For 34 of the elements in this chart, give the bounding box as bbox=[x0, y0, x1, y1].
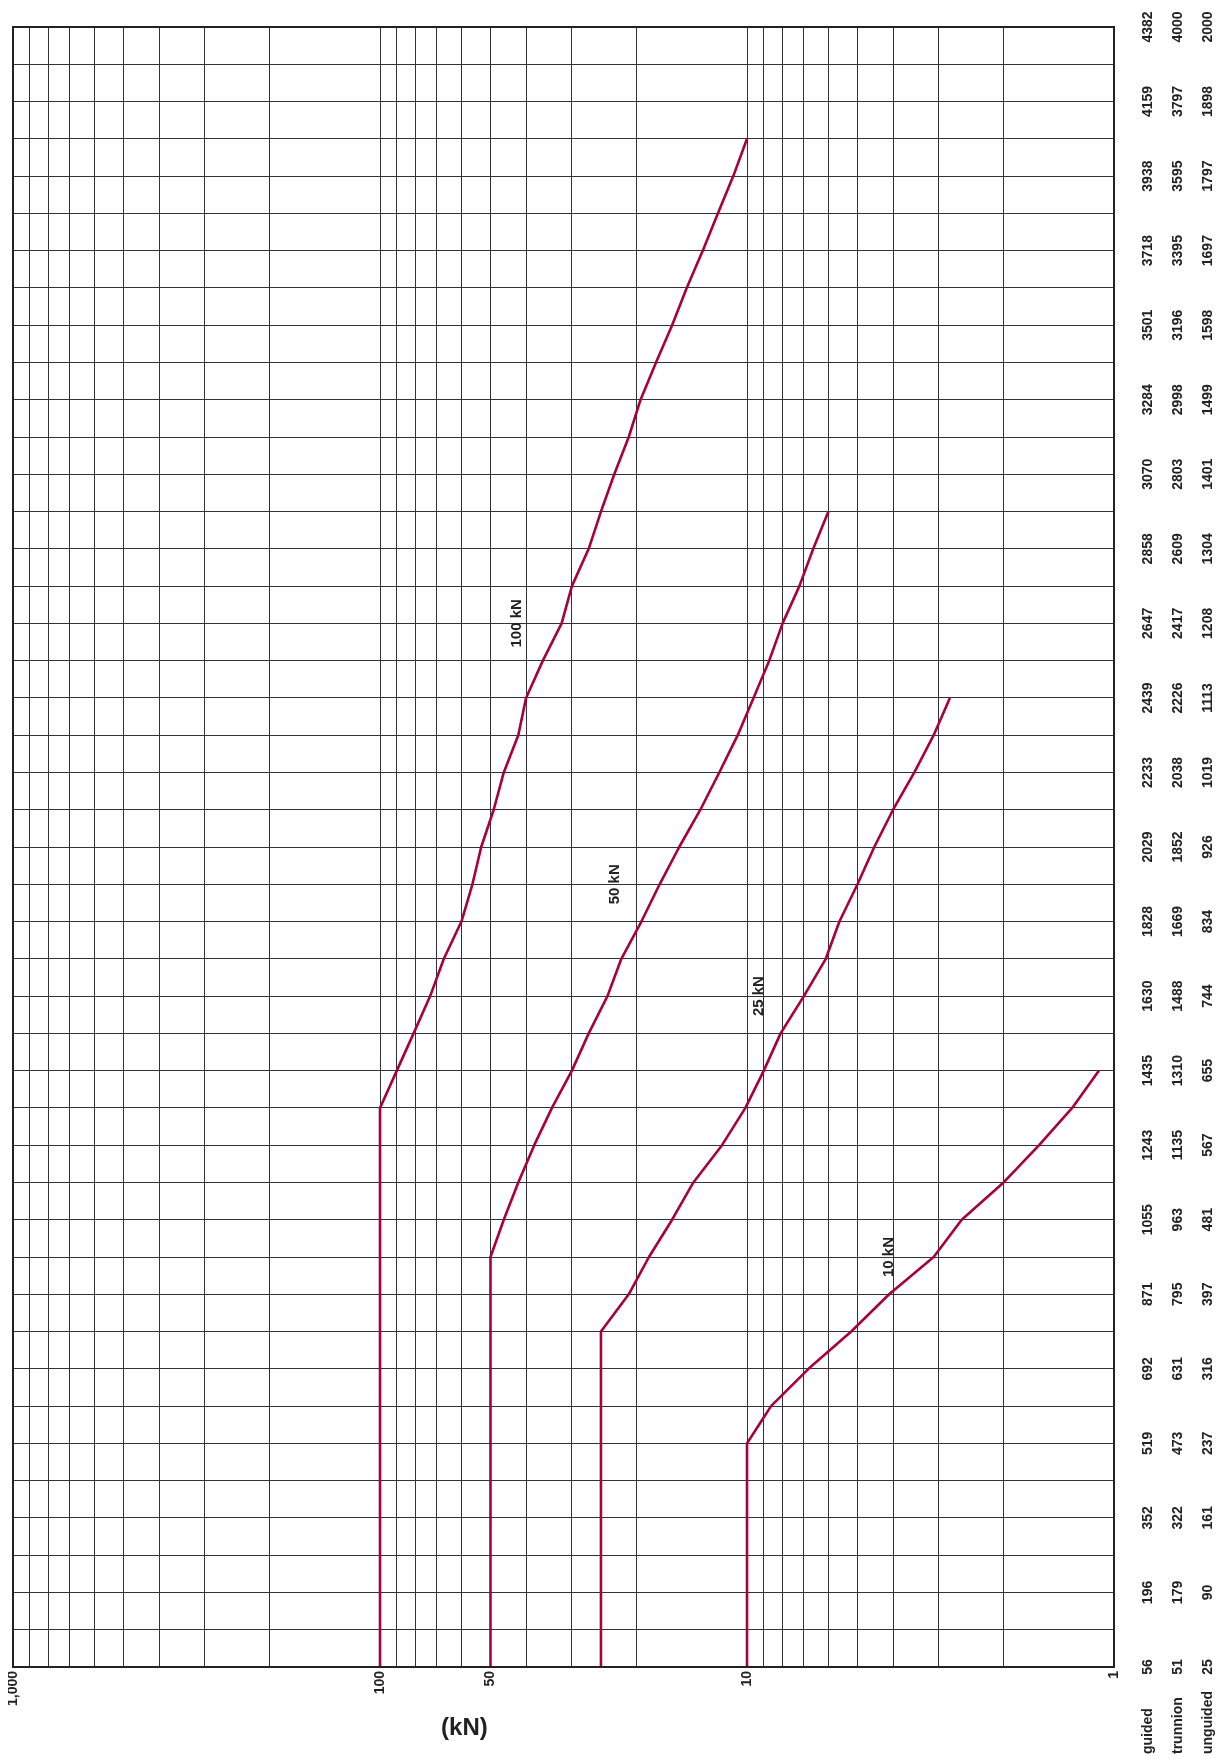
y-tick-label: 3501 3196 1598 bbox=[1139, 309, 1215, 341]
x-tick-label: 1,000 bbox=[3, 1670, 20, 1707]
y-tick-label: 692 631 316 bbox=[1139, 1356, 1215, 1381]
y-tick-label: 2029 1852 926 bbox=[1139, 831, 1215, 863]
y-tick-label: 871 795 397 bbox=[1139, 1282, 1215, 1306]
y-tick-label: 4382 4000 2000 bbox=[1139, 11, 1215, 43]
y-tick-label: 2233 2038 1019 bbox=[1139, 756, 1215, 789]
y-tick-label: 4159 3797 1898 bbox=[1139, 85, 1215, 118]
x-tick-label: 10 bbox=[737, 1670, 754, 1687]
y-tick-label: 2858 2609 1304 bbox=[1139, 533, 1215, 565]
text: 25 kN bbox=[748, 976, 766, 1017]
text: 100 kN bbox=[506, 599, 524, 648]
y-tick-label: 1243 1135 567 bbox=[1139, 1129, 1215, 1161]
y-tick-label: 1435 1310 655 bbox=[1139, 1054, 1215, 1087]
y-tick-label: 352 322 161 bbox=[1139, 1506, 1215, 1530]
y-tick-label: 3938 3595 1797 bbox=[1139, 160, 1215, 192]
text: 10 kN bbox=[878, 1236, 896, 1278]
x-axis-title: (kN) bbox=[441, 1712, 488, 1740]
y-tick-label: 3718 3395 1697 bbox=[1139, 234, 1215, 267]
text: 50 kN bbox=[604, 864, 622, 905]
y-tick-label: 1828 1669 834 bbox=[1139, 905, 1215, 938]
y-tick-label: 1630 1488 744 bbox=[1139, 980, 1215, 1012]
y-tick-label: 2439 2226 1113 bbox=[1139, 682, 1215, 714]
y-axis-title: guided trunnion unguided bbox=[1139, 1691, 1215, 1754]
y-tick-label: 196 179 90 bbox=[1139, 1580, 1215, 1605]
y-tick-label: 519 473 237 bbox=[1139, 1431, 1215, 1456]
x-tick-label: 50 bbox=[481, 1670, 498, 1687]
x-tick-label: 1 bbox=[1104, 1670, 1121, 1679]
x-tick-label: 100 bbox=[370, 1670, 387, 1695]
y-tick-label: 3070 2803 1401 bbox=[1139, 458, 1215, 490]
y-tick-label: 2647 2417 1208 bbox=[1139, 607, 1215, 639]
y-tick-label: 1055 963 481 bbox=[1139, 1203, 1215, 1236]
y-tick-label: 56 51 25 bbox=[1139, 1659, 1215, 1675]
y-tick-label: 3284 2998 1499 bbox=[1139, 383, 1215, 416]
